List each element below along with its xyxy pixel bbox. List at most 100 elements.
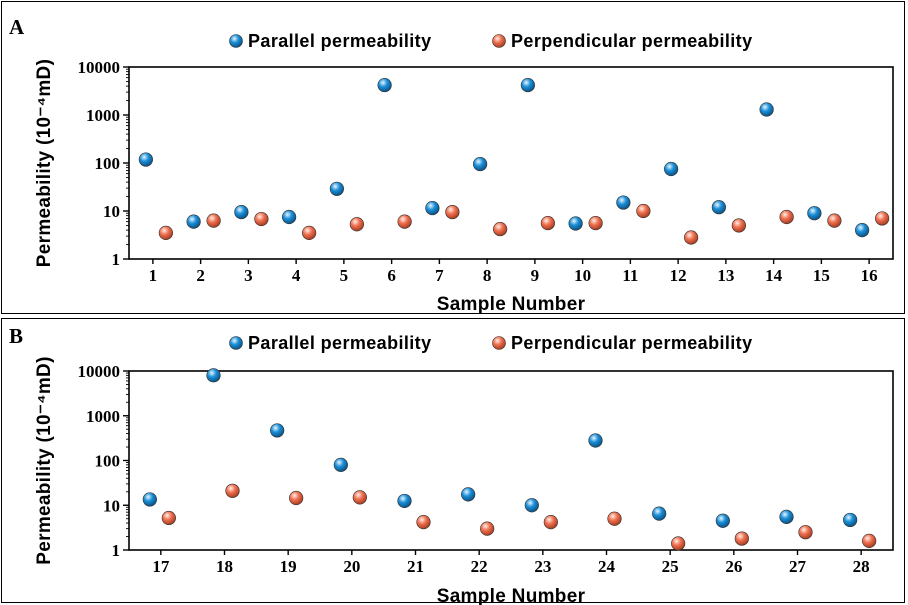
y-tick-label: 1000: [86, 407, 120, 426]
panel-label: B: [9, 324, 23, 348]
parallel-point: [652, 506, 667, 521]
perpendicular-point: [161, 510, 176, 526]
x-tick-label: 15: [813, 266, 830, 285]
perpendicular-point: [302, 225, 317, 240]
perpendicular-point: [349, 217, 364, 232]
parallel-point: [588, 433, 603, 448]
perpendicular-point: [798, 525, 813, 540]
perpendicular-point: [225, 483, 240, 498]
parallel-point: [138, 152, 153, 167]
series-perpendicular: [158, 203, 890, 245]
legend-marker: [492, 336, 506, 350]
y-tick-label: 10000: [78, 362, 121, 381]
perpendicular-point: [684, 230, 699, 245]
legend: Parallel permeability Perpendicular perme…: [229, 333, 752, 353]
x-tick-label: 10: [574, 266, 591, 285]
parallel-point: [855, 223, 870, 238]
perpendicular-point: [416, 515, 431, 530]
perpendicular-point: [206, 213, 221, 228]
perpendicular-point: [607, 511, 622, 526]
legend-label: Parallel permeability: [248, 31, 432, 51]
x-tick-label: 2: [196, 266, 205, 285]
panel-a: A Parallel permeability Perpendicular perm…: [1, 1, 905, 315]
perpendicular-point: [158, 225, 173, 240]
parallel-point: [270, 423, 285, 438]
x-tick-label: 27: [789, 557, 807, 576]
legend-marker: [229, 34, 243, 48]
parallel-point: [186, 214, 201, 229]
x-tick-label: 11: [622, 266, 638, 285]
y-tick-label: 1: [112, 250, 121, 269]
parallel-point: [711, 200, 726, 215]
parallel-point: [473, 156, 488, 172]
series-perpendicular: [161, 483, 877, 551]
x-tick-label: 8: [483, 266, 492, 285]
parallel-point: [282, 209, 297, 225]
x-tick-label: 17: [152, 557, 170, 576]
series-parallel: [142, 368, 858, 528]
y-tick-label: 1000: [86, 106, 120, 125]
x-axis-title: Sample Number: [437, 294, 586, 315]
y-tick-label: 10: [103, 496, 120, 515]
x-tick-label: 26: [725, 557, 742, 576]
x-tick-label: 13: [717, 266, 734, 285]
parallel-point: [206, 368, 221, 383]
perpendicular-point: [734, 531, 749, 546]
perpendicular-point: [671, 536, 686, 551]
x-tick-label: 25: [662, 557, 679, 576]
perpendicular-point: [862, 533, 877, 548]
plot-frame: [128, 66, 894, 260]
perpendicular-point: [540, 215, 555, 231]
legend-marker: [492, 34, 506, 48]
x-tick-label: 7: [435, 266, 444, 285]
y-axis-title: Permeability (10⁻⁴mD): [34, 356, 55, 564]
perpendicular-point: [445, 204, 460, 220]
parallel-point: [524, 498, 539, 513]
x-tick-label: 6: [387, 266, 396, 285]
x-tick-label: 5: [340, 266, 349, 285]
series-parallel: [138, 77, 870, 238]
legend-marker: [229, 336, 243, 350]
x-axis-title: Sample Number: [437, 586, 586, 605]
perpendicular-point: [588, 215, 603, 231]
parallel-point: [759, 102, 774, 117]
parallel-point: [425, 200, 440, 216]
perpendicular-point: [397, 214, 412, 229]
perpendicular-point: [731, 218, 746, 233]
y-tick-label: 100: [95, 154, 121, 173]
parallel-point: [664, 161, 679, 177]
perpendicular-point: [254, 211, 269, 227]
x-tick-label: 21: [407, 557, 424, 576]
parallel-point: [843, 512, 858, 528]
chart-b: B Parallel permeability Perpendicular perm…: [9, 324, 894, 605]
parallel-point: [461, 487, 476, 502]
x-tick-label: 19: [280, 557, 297, 576]
legend-label: Parallel permeability: [248, 333, 432, 353]
perpendicular-point: [543, 515, 558, 530]
perpendicular-point: [636, 203, 651, 219]
parallel-point: [234, 204, 249, 220]
plot-frame: [128, 370, 894, 551]
perpendicular-point: [352, 490, 367, 505]
x-tick-label: 1: [149, 266, 158, 285]
y-tick-label: 100: [95, 452, 121, 471]
parallel-point: [377, 77, 392, 93]
x-tick-label: 16: [861, 266, 878, 285]
legend-label: Perpendicular permeability: [511, 31, 752, 51]
perpendicular-point: [493, 221, 508, 237]
parallel-point: [333, 457, 348, 472]
perpendicular-point: [480, 521, 495, 536]
panel-b: B Parallel permeability Perpendicular perm…: [1, 318, 905, 605]
perpendicular-point: [827, 213, 842, 228]
legend: Parallel permeability Perpendicular perme…: [229, 31, 752, 51]
x-tick-label: 24: [598, 557, 616, 576]
y-tick-label: 10000: [78, 58, 121, 77]
x-tick-label: 28: [853, 557, 870, 576]
perpendicular-point: [875, 211, 890, 226]
y-tick-label: 1: [112, 541, 121, 560]
y-tick-label: 10: [103, 202, 120, 221]
parallel-point: [329, 181, 344, 196]
parallel-point: [715, 513, 730, 528]
panel-label: A: [9, 15, 25, 39]
legend-label: Perpendicular permeability: [511, 333, 752, 353]
